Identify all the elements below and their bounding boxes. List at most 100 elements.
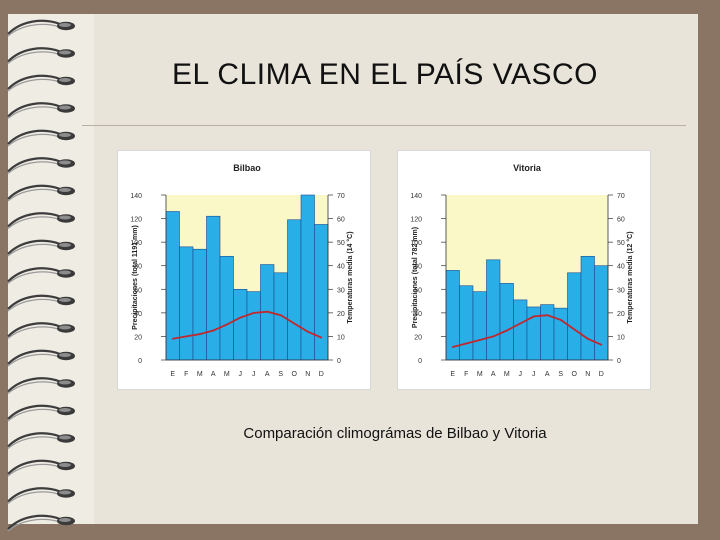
x-tick-label: A bbox=[265, 371, 270, 378]
ring-hole-shine bbox=[59, 408, 71, 412]
ring-wire-highlight bbox=[7, 78, 61, 92]
y2-tick-label: 40 bbox=[337, 264, 345, 271]
y-tick-label: 80 bbox=[414, 264, 422, 271]
precip-bar bbox=[300, 194, 315, 361]
climogram-bilbao: Bilbao 0 20 40 60 80 100 120 140 0 10 20 30 40 50 60 70 E… bbox=[117, 150, 371, 390]
temperature-point bbox=[171, 337, 174, 340]
precip-bar bbox=[219, 255, 234, 361]
ring-wire-highlight bbox=[7, 161, 61, 174]
y-tick-label: 20 bbox=[134, 334, 142, 341]
climogram-vitoria: Vitoria 0 20 40 60 80 100 120 140 0 10 20 30 40 50 60 70… bbox=[397, 150, 651, 390]
temperature-point bbox=[266, 310, 269, 313]
ring-wire-highlight bbox=[7, 243, 61, 257]
y-tick-label: 40 bbox=[414, 311, 422, 318]
y2-tick-label: 10 bbox=[617, 334, 625, 341]
ring-wire bbox=[7, 239, 61, 255]
temperature-point bbox=[600, 343, 603, 346]
x-tick-label: N bbox=[305, 371, 310, 378]
temperature-point bbox=[451, 346, 454, 348]
ring-hole-shine bbox=[59, 298, 71, 302]
temperature-point bbox=[586, 337, 589, 340]
y2-tick-label: 0 bbox=[337, 358, 341, 365]
ring-wire bbox=[7, 294, 61, 310]
y-tick-label: 140 bbox=[410, 193, 422, 200]
precip-bar bbox=[513, 299, 528, 361]
y-tick-label: 20 bbox=[414, 334, 422, 341]
ring-hole-shine bbox=[59, 50, 71, 55]
ring-hole-shine bbox=[59, 325, 71, 330]
ring-wire-highlight bbox=[7, 188, 61, 202]
x-tick-label: F bbox=[184, 371, 188, 378]
ring-wire bbox=[7, 514, 61, 530]
ring-hole-shine bbox=[59, 133, 71, 137]
precip-bar bbox=[540, 304, 555, 361]
chart-title: Bilbao bbox=[233, 163, 261, 173]
precip-bar bbox=[287, 219, 302, 361]
temperature-point bbox=[185, 335, 188, 338]
x-tick-label: S bbox=[558, 371, 563, 378]
x-tick-label: O bbox=[292, 371, 298, 378]
y-tick-label: 100 bbox=[130, 240, 142, 247]
x-tick-label: M bbox=[477, 371, 483, 378]
y-tick-label: 60 bbox=[134, 287, 142, 294]
y-tick-label: 40 bbox=[134, 311, 142, 318]
chart-title: Vitoria bbox=[513, 163, 542, 173]
y2-tick-label: 50 bbox=[617, 240, 625, 247]
slide-caption: Comparación climográmas de Bilbao y Vito… bbox=[243, 425, 547, 442]
ring-hole-shine bbox=[59, 270, 71, 275]
ring-wire bbox=[7, 184, 61, 200]
temperature-line bbox=[172, 310, 322, 340]
x-tick-label: E bbox=[170, 371, 175, 378]
ring-wire bbox=[7, 459, 61, 475]
ring-wire-highlight bbox=[7, 436, 61, 449]
temperature-point bbox=[478, 339, 481, 341]
y-axis-label: Precipitaciones (total 1191 mm) bbox=[132, 225, 139, 330]
y-tick-label: 120 bbox=[410, 217, 422, 224]
y2-tick-label: 30 bbox=[337, 287, 345, 294]
ring-hole-shine bbox=[59, 188, 71, 192]
x-tick-label: J bbox=[532, 371, 536, 378]
precip-bar bbox=[553, 307, 568, 361]
y2-tick-label: 60 bbox=[337, 217, 345, 224]
y-tick-label: 80 bbox=[134, 264, 142, 271]
x-tick-label: J bbox=[252, 371, 256, 378]
ring-wire-highlight bbox=[7, 518, 61, 532]
x-tick-label: M bbox=[197, 371, 203, 378]
ring-wire bbox=[7, 102, 61, 118]
x-tick-label: E bbox=[450, 371, 455, 378]
y-tick-label: 60 bbox=[414, 287, 422, 294]
temperature-point bbox=[465, 342, 468, 345]
ring-wire bbox=[7, 129, 61, 145]
ring-wire bbox=[7, 432, 61, 448]
precip-bar bbox=[459, 285, 474, 361]
y-axis-label: Precipitaciones (total 782 mm) bbox=[412, 227, 419, 328]
temperature-point bbox=[306, 330, 309, 333]
temperature-point bbox=[279, 314, 282, 317]
ring-wire bbox=[7, 212, 61, 228]
temperature-point bbox=[546, 314, 549, 317]
title-divider bbox=[82, 125, 686, 126]
ring-hole-shine bbox=[59, 243, 71, 247]
y2-tick-label: 40 bbox=[617, 264, 625, 271]
x-tick-label: O bbox=[572, 371, 578, 378]
precip-bar bbox=[179, 246, 194, 361]
x-tick-label: D bbox=[599, 371, 604, 378]
temperature-point bbox=[293, 322, 296, 325]
ring-wire bbox=[7, 74, 61, 90]
ring-hole-shine bbox=[59, 23, 71, 27]
spiral-binding-icon bbox=[7, 19, 75, 532]
ring-wire-highlight bbox=[7, 133, 61, 147]
y2-tick-label: 60 bbox=[617, 217, 625, 224]
precip-bar bbox=[594, 265, 609, 361]
ring-wire-highlight bbox=[7, 216, 61, 229]
ring-hole-shine bbox=[59, 105, 71, 110]
temperature-point bbox=[492, 335, 495, 338]
ring-wire-highlight bbox=[7, 491, 61, 504]
temperature-point bbox=[239, 316, 242, 319]
x-tick-label: M bbox=[504, 371, 510, 378]
ring-wire bbox=[7, 47, 61, 63]
ring-hole-shine bbox=[59, 490, 71, 495]
y2-tick-label: 70 bbox=[337, 193, 345, 200]
y2-axis-label: Temperaturas media (12 °C) bbox=[626, 231, 634, 323]
